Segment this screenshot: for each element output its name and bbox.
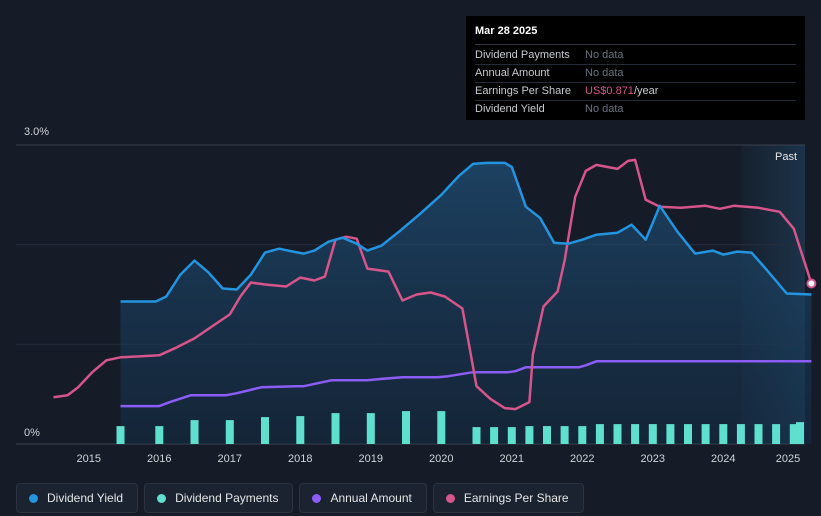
- x-tick-label: 2021: [500, 453, 524, 465]
- legend-item-dividend-payments[interactable]: Dividend Payments: [144, 483, 294, 513]
- dividend-payment-bar: [736, 424, 745, 444]
- dividend-payment-bar: [595, 424, 604, 444]
- dividend-payment-bar: [578, 426, 587, 444]
- x-axis-ticks: 2015 2016 2017 2018 2019 2020 2021 2022 2023 2024…: [77, 453, 801, 465]
- tooltip-panel: Mar 28 2025 Dividend Payments No data An…: [466, 16, 805, 120]
- tooltip-value: No data: [585, 49, 624, 61]
- legend-dot-icon: [312, 493, 322, 503]
- x-tick-label: 2018: [288, 453, 312, 465]
- tooltip-row-annual-amount: Annual Amount No data: [475, 65, 796, 83]
- x-tick-label: 2023: [641, 453, 665, 465]
- dividend-payment-bar: [155, 426, 164, 444]
- dividend-yield-line: [120, 161, 812, 303]
- tooltip-row-earnings-per-share: Earnings Per Share US$0.871/year: [475, 83, 796, 101]
- tooltip-label: Dividend Payments: [475, 49, 570, 61]
- dividend-payment-bar: [648, 424, 657, 444]
- dividend-payment-bar: [789, 424, 798, 444]
- legend-label: Annual Amount: [330, 491, 412, 505]
- dividend-chart: 3.0% 0% Past 2015 2016 2017 2018 2019 2020 202…: [16, 126, 817, 465]
- dividend-payment-bar: [190, 420, 199, 444]
- legend-dot-icon: [445, 493, 455, 503]
- tooltip-value: No data: [585, 67, 624, 79]
- dividend-payment-bar: [525, 426, 534, 444]
- x-tick-label: 2020: [429, 453, 453, 465]
- dividend-payment-bars: [116, 411, 804, 444]
- legend-dot-icon: [157, 493, 167, 503]
- dividend-payment-bar: [701, 424, 710, 444]
- x-tick-label: 2017: [218, 453, 242, 465]
- x-tick-label: 2016: [147, 453, 171, 465]
- tooltip-unit: /year: [634, 85, 658, 97]
- tooltip-value-wrap: US$0.871/year: [585, 83, 658, 100]
- tooltip-label: Earnings Per Share: [475, 85, 571, 97]
- legend-label: Dividend Yield: [47, 491, 124, 505]
- legend: Dividend Yield Dividend Payments Annual …: [16, 483, 584, 513]
- annual-amount-line: [120, 360, 812, 408]
- dividend-payment-bar: [684, 424, 692, 444]
- dividend-payment-bar: [472, 427, 481, 444]
- tooltip-label: Annual Amount: [475, 67, 550, 79]
- dividend-payment-bar: [331, 413, 340, 444]
- legend-item-dividend-yield[interactable]: Dividend Yield: [16, 483, 139, 513]
- dividend-payment-bar: [719, 424, 728, 444]
- tooltip-value: US$0.871: [585, 85, 634, 97]
- x-tick-label: 2019: [359, 453, 383, 465]
- tooltip-row-dividend-yield: Dividend Yield No data: [475, 101, 796, 118]
- dividend-payment-bar: [225, 420, 234, 444]
- x-tick-label: 2015: [77, 453, 101, 465]
- earnings-per-share-line: [53, 158, 813, 411]
- x-tick-label: 2022: [570, 453, 594, 465]
- dividend-payment-bar: [366, 413, 375, 444]
- tooltip-unit-text: /year: [633, 85, 659, 97]
- legend-item-earnings-per-share[interactable]: Earnings Per Share: [432, 483, 584, 513]
- legend-dot-icon: [29, 493, 38, 503]
- dividend-payment-bar: [631, 424, 640, 444]
- dividend-payment-bar: [796, 422, 804, 444]
- x-tick-label: 2024: [711, 453, 735, 465]
- dividend-payment-bar: [437, 411, 446, 444]
- dividend-payment-bar: [754, 424, 763, 444]
- dividend-payment-bar: [507, 427, 516, 444]
- tooltip-value: No data: [585, 103, 624, 115]
- dividend-payment-bar: [116, 426, 125, 444]
- tooltip-date: Mar 28 2025: [475, 24, 796, 45]
- dividend-payment-bar: [490, 427, 499, 444]
- tooltip-row-dividend-payments: Dividend Payments No data: [475, 47, 796, 65]
- dividend-payment-bar: [543, 426, 551, 444]
- legend-label: Dividend Payments: [175, 491, 279, 505]
- dividend-payment-bar: [613, 424, 622, 444]
- dividend-payment-bar: [261, 417, 269, 444]
- eps-end-marker: [806, 278, 817, 289]
- y-axis-bottom-label: 0%: [24, 427, 40, 439]
- past-label: Past: [775, 151, 797, 163]
- dividend-payment-bar: [296, 416, 305, 444]
- tooltip-label: Dividend Yield: [475, 103, 545, 115]
- dividend-payment-bar: [560, 426, 569, 444]
- y-axis-top-label: 3.0%: [24, 126, 49, 138]
- x-tick-label: 2025: [776, 453, 800, 465]
- legend-label: Earnings Per Share: [463, 491, 569, 505]
- dividend-payment-bar: [666, 424, 675, 444]
- dividend-payment-bar: [402, 411, 410, 444]
- legend-item-annual-amount[interactable]: Annual Amount: [299, 483, 427, 513]
- dividend-payment-bar: [772, 424, 781, 444]
